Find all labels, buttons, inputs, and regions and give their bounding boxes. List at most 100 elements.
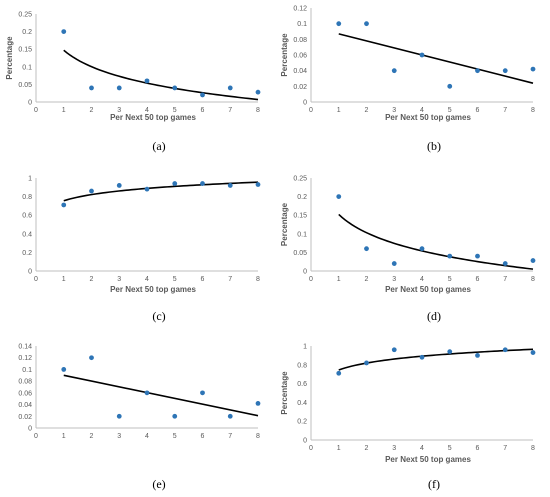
data-point [419, 246, 425, 252]
y-axis-title: Percentage [280, 371, 289, 415]
data-point [530, 66, 536, 72]
data-point [364, 246, 369, 252]
x-axis-title: Per Next 50 top games [385, 113, 471, 122]
x-tick-label: 7 [503, 107, 507, 114]
x-tick-label: 4 [145, 433, 149, 440]
data-point [227, 183, 233, 188]
x-tick-label: 3 [117, 107, 121, 114]
data-point [419, 52, 425, 58]
y-tick-label: 0.05 [18, 82, 32, 89]
data-point [200, 92, 205, 98]
data-point [227, 413, 233, 419]
y-tick-label: 0.05 [293, 250, 307, 257]
data-point [530, 350, 536, 355]
trendline [63, 374, 259, 417]
data-point [419, 354, 425, 360]
y-tick-label: 0.04 [18, 402, 32, 409]
data-point [200, 390, 205, 396]
chart-caption: (c) [152, 309, 165, 323]
data-point [89, 85, 94, 91]
data-point [172, 85, 178, 91]
x-tick-label: 2 [90, 276, 94, 283]
data-point [475, 353, 480, 358]
x-tick-label: 8 [256, 276, 260, 283]
y-tick-label: 0.2 [297, 194, 307, 201]
x-axis-title: Per Next 50 top games [385, 455, 471, 464]
data-point [502, 261, 508, 266]
y-tick-label: 0.12 [18, 355, 32, 362]
data-point [391, 261, 397, 266]
chart-caption: (d) [427, 309, 441, 323]
x-tick-label: 8 [531, 276, 535, 283]
trendline [63, 49, 259, 101]
x-tick-label: 3 [117, 433, 121, 440]
data-point [144, 78, 150, 84]
x-tick-label: 1 [62, 433, 66, 440]
y-tick-label: 0.15 [293, 213, 307, 220]
chart-caption: (b) [427, 139, 441, 153]
x-axis-title: Per Next 50 top games [110, 285, 196, 294]
x-tick-label: 1 [337, 107, 341, 114]
y-axis-title: Percentage [5, 36, 14, 80]
x-tick-label: 0 [309, 276, 313, 283]
y-axis-title: Percentage [280, 33, 289, 77]
x-tick-label: 0 [34, 276, 38, 283]
chart-c: 0 0.2 0.4 0.6 0.8 1 0 1 2 3 4 5 6 7 8 Per Next 50 top g… [22, 176, 261, 323]
x-tick-label: 8 [256, 433, 260, 440]
data-point [336, 194, 342, 200]
data-point [336, 21, 342, 27]
y-tick-label: 0 [28, 100, 32, 107]
y-tick-label: 0.1 [22, 64, 32, 71]
y-tick-label: 0.08 [18, 379, 32, 386]
y-tick-label: 1 [28, 176, 32, 183]
y-tick-label: 0.8 [22, 194, 32, 201]
trendline [338, 213, 534, 270]
data-point [172, 413, 178, 419]
chart-caption: (e) [152, 477, 165, 491]
x-tick-label: 6 [201, 276, 205, 283]
y-tick-label: 0.12 [293, 6, 307, 13]
x-tick-label: 4 [420, 107, 424, 114]
data-point [61, 202, 67, 208]
x-tick-label: 7 [228, 107, 232, 114]
x-tick-label: 4 [420, 445, 424, 452]
data-point [89, 188, 94, 194]
x-tick-label: 5 [173, 276, 177, 283]
x-tick-label: 6 [476, 107, 480, 114]
y-tick-label: 0.2 [297, 419, 307, 426]
y-tick-label: 0 [28, 426, 32, 433]
x-axis-title: Per Next 50 top games [110, 113, 196, 122]
y-tick-label: 0 [303, 438, 307, 445]
x-tick-label: 0 [34, 107, 38, 114]
x-tick-label: 8 [531, 445, 535, 452]
y-tick-label: 0.02 [293, 84, 307, 91]
y-tick-label: 0.2 [22, 29, 32, 36]
data-point [227, 85, 233, 91]
chart-a: 0 0.05 0.1 0.15 0.2 0.25 0 1 2 3 4 5 6 7 8 Per Next 50 … [5, 12, 261, 153]
y-tick-label: 0.04 [293, 68, 307, 75]
data-point [255, 182, 261, 187]
x-tick-label: 7 [503, 445, 507, 452]
y-tick-label: 0.1 [22, 367, 32, 374]
data-point [89, 355, 94, 361]
x-tick-label: 7 [228, 276, 232, 283]
trendline [338, 33, 534, 84]
y-tick-label: 0.4 [22, 231, 32, 238]
y-tick-label: 1 [303, 344, 307, 351]
y-tick-label: 0.14 [18, 344, 32, 351]
data-point [530, 258, 536, 263]
y-tick-label: 0.4 [297, 400, 307, 407]
trendline [338, 348, 534, 371]
data-point [447, 253, 453, 259]
data-point [61, 29, 67, 34]
x-tick-label: 2 [365, 107, 369, 114]
chart-d: 0 0.05 0.1 0.15 0.2 0.25 0 1 2 3 4 5 6 7 8 Per Next 50 … [280, 176, 536, 323]
x-tick-label: 3 [117, 276, 121, 283]
x-tick-label: 1 [337, 445, 341, 452]
x-tick-label: 1 [62, 276, 66, 283]
data-point [447, 83, 453, 89]
x-tick-label: 5 [173, 107, 177, 114]
y-tick-label: 0.8 [297, 362, 307, 369]
x-tick-label: 2 [90, 107, 94, 114]
